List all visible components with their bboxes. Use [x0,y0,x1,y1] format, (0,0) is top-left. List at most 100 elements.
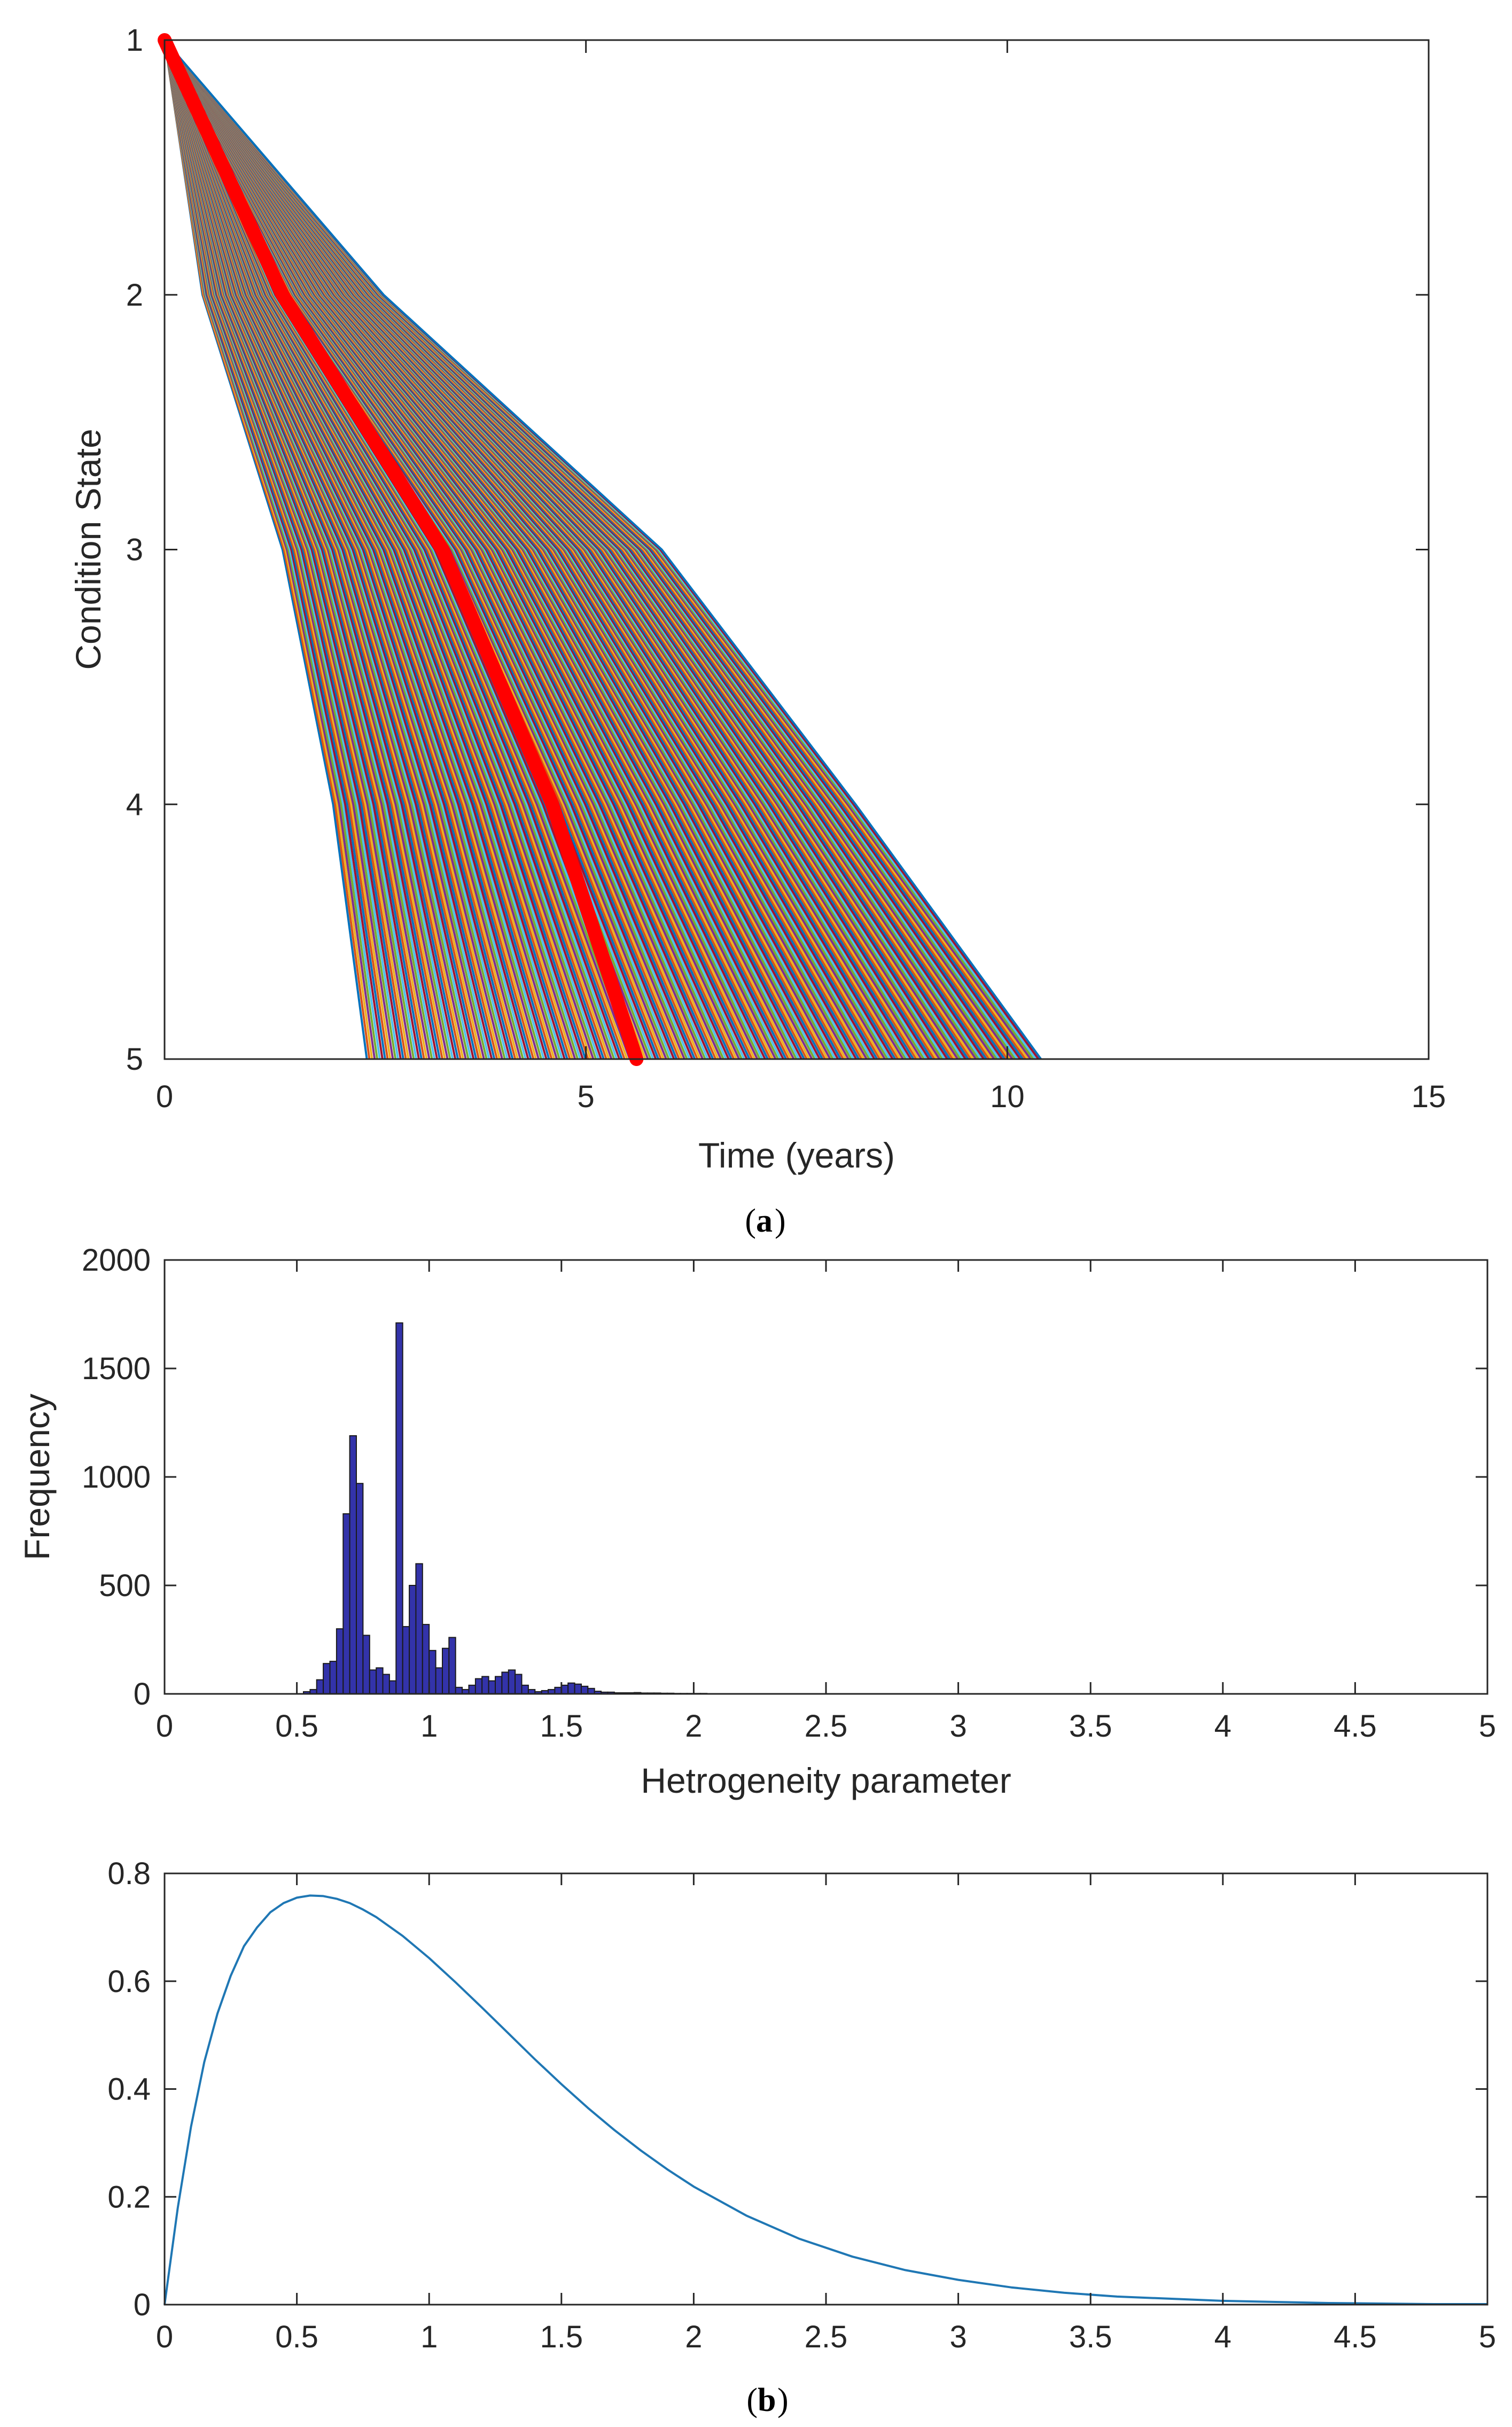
panel-a-mean-path [158,33,644,1066]
y-tick-label: 1500 [82,1351,151,1386]
x-tick-label: 4 [1214,1709,1232,1744]
y-tick-label: 5 [126,1042,143,1077]
histogram-bars [303,1322,807,1695]
histogram-bar [376,1667,384,1695]
x-tick-label: 10 [990,1079,1025,1114]
histogram-bar [422,1624,430,1695]
x-tick-label: 2 [685,2320,702,2354]
mean-deterioration-path [158,33,644,1066]
histogram-bar [342,1513,350,1694]
caption-a-close: ) [775,1203,786,1239]
histogram-bar [567,1682,575,1694]
y-tick-label: 2 [126,278,143,313]
panel-a-xlabel: Time (years) [698,1135,895,1175]
x-tick-label: 0.5 [275,2320,318,2354]
histogram-bar [481,1676,489,1694]
y-tick-label: 0.2 [107,2180,151,2214]
histogram-bar [455,1686,463,1695]
histogram-bar [402,1626,410,1695]
x-tick-label: 1 [420,1709,438,1744]
histogram-bar [349,1435,357,1694]
histogram-bar [356,1483,364,1694]
density-ticks: 0 0.5 1 1.5 2 2.5 3 3.5 4 4.5 5 0 0.2 0.4 0.6 0.8 [107,1856,1496,2354]
y-tick-label: 4 [126,787,143,822]
x-tick-label: 3.5 [1069,1709,1112,1744]
panel-b-histogram: 0 0.5 1 1.5 2 2.5 3 3.5 4 4.5 5 0 500 1000 1500 2000 He… [17,1243,1496,1800]
caption-b-close: ) [777,2382,789,2418]
x-tick-label: 5 [1479,1709,1496,1744]
histogram-bar [369,1669,377,1695]
histogram-bar [468,1684,476,1695]
histogram-bar [508,1669,516,1695]
histogram-bar [574,1683,582,1694]
caption-b-letter: b [758,2382,776,2418]
y-tick-label: 0 [134,1677,151,1712]
x-tick-label: 1.5 [540,1709,583,1744]
y-tick-label: 1000 [82,1460,151,1495]
density-line [163,1894,1487,2305]
y-tick-label: 0 [134,2288,151,2322]
x-tick-label: 4 [1214,2320,1232,2354]
histogram-bar [316,1679,324,1695]
histogram-bar [362,1635,370,1694]
y-tick-label: 2000 [82,1243,151,1278]
histogram-bar [448,1637,456,1694]
y-tick-label: 3 [126,533,143,567]
x-tick-label: 5 [578,1079,595,1114]
density-axes-box [163,1872,1488,2306]
histogram-bar [554,1686,562,1695]
x-tick-label: 1 [420,2320,438,2354]
x-tick-label: 0 [156,1079,173,1114]
histogram-bar [409,1585,417,1694]
x-tick-label: 0 [156,1709,173,1744]
panel-a-ylabel: Condition State [68,429,108,670]
density-curve [163,1894,1487,2305]
x-tick-label: 15 [1412,1079,1446,1114]
x-tick-label: 4.5 [1334,1709,1377,1744]
histogram-bar [474,1678,483,1695]
x-tick-label: 2.5 [805,2320,848,2354]
histogram-bar [329,1661,337,1695]
x-tick-label: 3 [949,1709,967,1744]
x-tick-label: 1.5 [540,2320,583,2354]
y-tick-label: 0.6 [107,1964,151,1999]
histogram-bar [501,1671,509,1694]
histogram-bar [382,1674,390,1694]
histogram-bar [521,1684,529,1695]
x-tick-label: 4.5 [1334,2320,1377,2354]
deterioration-path [163,39,1042,1060]
x-tick-label: 3.5 [1069,2320,1112,2354]
y-tick-label: 0.4 [107,2072,151,2107]
histogram-bar [587,1687,595,1695]
histogram-ticks: 0 0.5 1 1.5 2 2.5 3 3.5 4 4.5 5 0 500 1000 1500 2000 [82,1243,1496,1744]
histogram-bar [488,1680,496,1695]
caption-a-letter: a [756,1203,773,1239]
histogram-bar [323,1663,331,1694]
caption-b-open: ( [746,2382,758,2418]
histogram-bar [560,1684,569,1695]
histogram-bar [428,1650,437,1695]
x-tick-label: 5 [1479,2320,1496,2354]
histogram-bar [435,1667,443,1695]
y-tick-label: 0.8 [107,1856,151,1891]
x-tick-label: 2.5 [805,1709,848,1744]
histogram-bar [388,1680,397,1695]
caption-a-open: ( [745,1203,756,1239]
histogram-ylabel: Frequency [17,1394,57,1560]
panel-b-density: 0 0.5 1 1.5 2 2.5 3 3.5 4 4.5 5 0 0.2 0.4 0.6 0.8 ( b ) [107,1856,1496,2418]
histogram-bar [580,1685,589,1695]
histogram-xlabel: Hetrogeneity parameter [641,1761,1011,1800]
histogram-bar [515,1674,523,1694]
x-tick-label: 3 [949,2320,967,2354]
y-tick-label: 500 [99,1568,151,1603]
histogram-bar [442,1647,450,1694]
x-tick-label: 2 [685,1709,702,1744]
x-tick-label: 0 [156,2320,173,2354]
histogram-bar [495,1676,503,1694]
histogram-bar [336,1628,344,1694]
histogram-bar [395,1322,403,1694]
y-tick-label: 1 [126,23,143,58]
